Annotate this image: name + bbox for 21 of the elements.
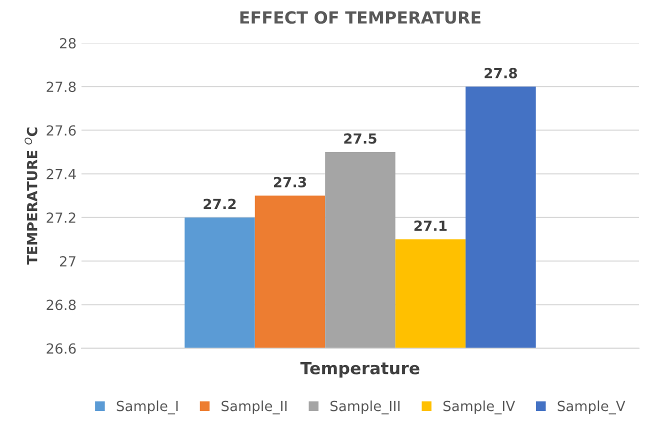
data-label: 27.5 xyxy=(344,133,376,144)
data-label: 27.3 xyxy=(274,176,306,188)
legend-label: Sample_I xyxy=(116,400,178,414)
y-tick-label: 27.8 xyxy=(46,82,76,92)
legend-label: Sample_II xyxy=(222,400,287,414)
legend-label: Sample_III xyxy=(330,400,400,414)
y-tick-label: 26.8 xyxy=(46,300,76,310)
y-axis-title: TEMPERATURE $^{O}$C xyxy=(24,128,38,265)
data-label: 27.2 xyxy=(204,198,236,210)
y-tick-label: 27.4 xyxy=(46,168,76,180)
legend-label: Sample_V xyxy=(558,400,626,414)
y-tick-label: 27.6 xyxy=(46,125,76,136)
data-label: 27.1 xyxy=(414,220,447,231)
x-axis-title: Temperature xyxy=(300,362,420,378)
data-label: 27.8 xyxy=(484,68,517,78)
chart-title: EFFECT OF TEMPERATURE xyxy=(240,11,480,24)
y-tick-label: 28 xyxy=(60,38,76,48)
legend-label: Sample_IV xyxy=(443,400,516,414)
y-tick-label: 27.2 xyxy=(46,212,76,223)
y-tick-label: 26.6 xyxy=(46,343,76,354)
y-tick-label: 27 xyxy=(60,256,76,266)
